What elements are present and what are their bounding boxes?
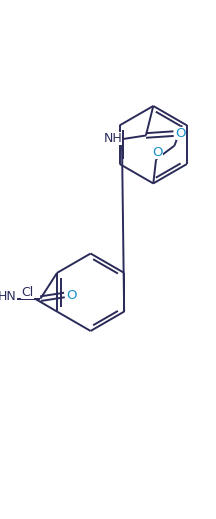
Text: O: O — [153, 146, 163, 159]
Text: NH: NH — [103, 132, 122, 145]
Text: O: O — [67, 289, 77, 302]
Text: Cl: Cl — [21, 286, 34, 299]
Text: O: O — [176, 127, 186, 140]
Text: HN: HN — [0, 290, 17, 303]
